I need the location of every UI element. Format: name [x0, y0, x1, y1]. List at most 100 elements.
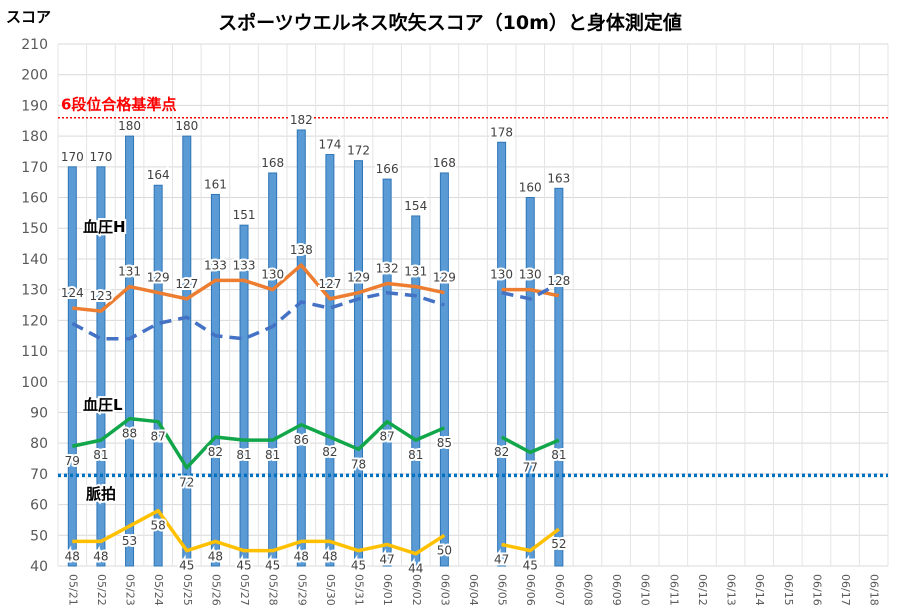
y-tick-label: 50	[30, 528, 48, 544]
data-label: 88	[122, 427, 137, 441]
data-label: 48	[93, 549, 108, 563]
data-label: 160	[519, 181, 542, 195]
series-name-label: 脈拍	[86, 485, 116, 503]
y-tick-label: 90	[30, 405, 48, 421]
x-tick-label: 05/26	[209, 574, 222, 606]
data-label: 48	[322, 549, 337, 563]
data-label: 133	[204, 258, 227, 272]
y-tick-label: 150	[21, 221, 48, 237]
x-tick-label: 06/04	[467, 574, 480, 606]
series-line	[500, 435, 560, 455]
bar	[210, 193, 220, 567]
series-line	[72, 263, 445, 313]
data-label: 151	[233, 208, 256, 222]
x-tick-label: 06/13	[725, 574, 738, 606]
bar	[325, 154, 335, 567]
y-tick-label: 110	[21, 344, 48, 360]
data-label: 45	[236, 559, 251, 573]
data-label: 131	[118, 265, 141, 279]
x-tick-label: 06/07	[553, 574, 566, 606]
bar	[67, 166, 77, 567]
data-label: 85	[437, 436, 452, 450]
data-label: 82	[208, 445, 223, 459]
data-label: 81	[265, 448, 280, 462]
data-label: 138	[290, 243, 313, 257]
data-label: 44	[408, 562, 423, 576]
bar	[497, 141, 507, 567]
bar	[554, 187, 564, 567]
data-label: 81	[408, 448, 423, 462]
y-tick-label: 140	[21, 252, 48, 268]
data-label: 81	[551, 448, 566, 462]
y-tick-label: 170	[21, 160, 48, 176]
x-tick-label: 05/31	[353, 574, 366, 606]
data-label: 77	[523, 460, 538, 474]
data-label: 178	[490, 125, 513, 139]
data-label: 81	[236, 448, 251, 462]
series-line	[71, 290, 445, 341]
y-tick-label: 190	[21, 98, 48, 114]
data-label: 124	[61, 286, 84, 300]
data-label: 45	[351, 559, 366, 573]
x-tick-label: 06/01	[381, 574, 394, 606]
data-label: 47	[379, 553, 394, 567]
x-tick-label: 06/17	[839, 574, 852, 606]
data-label: 128	[547, 274, 570, 288]
data-label: 166	[376, 162, 399, 176]
y-axis-label: スコア	[6, 8, 52, 26]
data-label: 78	[351, 457, 366, 471]
x-tick-label: 05/22	[95, 574, 108, 606]
data-label: 182	[290, 113, 313, 127]
y-tick-label: 80	[30, 436, 48, 452]
x-tick-label: 06/18	[868, 574, 881, 606]
data-label: 48	[294, 549, 309, 563]
y-tick-label: 40	[30, 559, 48, 575]
x-tick-label: 05/30	[324, 574, 337, 606]
data-label: 47	[494, 553, 509, 567]
data-label: 45	[265, 559, 280, 573]
y-tick-label: 60	[30, 498, 48, 514]
bar	[182, 135, 192, 567]
data-label: 45	[523, 559, 538, 573]
data-label: 174	[318, 138, 341, 152]
chart-title: スポーツウエルネス吹矢スコア（10m）と身体測定値	[218, 12, 682, 34]
data-label: 180	[175, 119, 198, 133]
y-tick-label: 70	[30, 467, 48, 483]
series-line	[501, 287, 560, 298]
data-label: 154	[404, 199, 427, 213]
data-label: 170	[89, 150, 112, 164]
x-tick-label: 05/27	[238, 574, 251, 606]
bar	[296, 129, 306, 567]
bar	[411, 215, 421, 567]
data-label: 129	[433, 271, 456, 285]
x-tick-label: 05/29	[295, 574, 308, 606]
data-label: 45	[179, 559, 194, 573]
bar	[125, 135, 135, 567]
data-label: 48	[65, 549, 80, 563]
data-label: 72	[179, 476, 194, 490]
data-label: 50	[437, 543, 452, 557]
x-tick-label: 05/24	[152, 574, 165, 606]
data-label: 164	[147, 168, 170, 182]
series-name-label: 血圧L	[83, 396, 123, 414]
data-label: 132	[376, 262, 399, 276]
x-tick-label: 05/25	[181, 574, 194, 606]
bar	[439, 172, 449, 567]
data-label: 133	[233, 258, 256, 272]
series-line	[501, 527, 560, 553]
bar	[96, 166, 106, 567]
data-label: 129	[147, 271, 170, 285]
bar	[382, 178, 392, 567]
x-tick-label: 06/08	[581, 574, 594, 606]
data-label: 130	[261, 268, 284, 282]
data-label: 81	[93, 448, 108, 462]
x-tick-label: 06/15	[782, 574, 795, 606]
x-tick-label: 06/14	[753, 574, 766, 606]
y-tick-label: 160	[21, 191, 48, 207]
x-tick-label: 06/11	[667, 574, 680, 606]
bar	[354, 160, 364, 567]
data-label: 82	[494, 445, 509, 459]
x-tick-label: 05/21	[66, 574, 79, 606]
x-tick-label: 06/12	[696, 574, 709, 606]
